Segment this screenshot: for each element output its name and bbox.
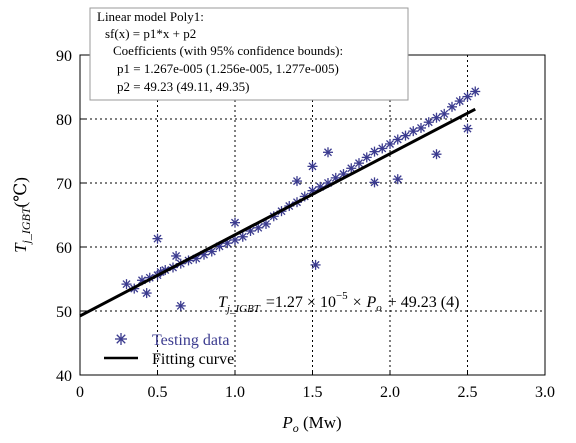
data-point (175, 300, 186, 311)
x-tick-label: 0 (76, 384, 84, 401)
x-tick-label: 0.5 (148, 384, 168, 401)
x-tick-label: 1.5 (303, 384, 323, 401)
data-point (423, 117, 434, 128)
fit-result-box: Linear model Poly1: sf(x) = p1*x + p2 Co… (89, 7, 409, 101)
legend: Testing data Fitting curve (104, 332, 234, 368)
y-tick-label: 40 (56, 368, 72, 385)
y-axis-ticks: 40 50 60 70 80 90 (56, 48, 85, 385)
legend-marker-testing-data (115, 333, 127, 345)
data-point (152, 233, 163, 244)
x-axis-label-main: P (281, 413, 292, 432)
data-point (447, 101, 457, 112)
y-axis-label-unit: (℃) (11, 177, 30, 207)
data-point (369, 177, 380, 188)
data-point (385, 138, 395, 149)
equation-rhs: =1.27 × 10 (266, 294, 336, 311)
equation-lhs-subscript: j_IGBT (225, 303, 261, 315)
y-tick-label: 90 (56, 48, 72, 65)
data-point (237, 231, 248, 242)
data-point (431, 149, 442, 160)
fit-result-line: Linear model Poly1: (97, 9, 204, 24)
data-point (230, 217, 240, 228)
fitting-curve-line (79, 107, 476, 318)
data-point (392, 134, 403, 145)
data-point (392, 174, 403, 185)
fit-result-frame (89, 7, 409, 101)
fit-result-line: Coefficients (with 95% confidence bounds… (113, 43, 343, 58)
x-tick-label: 3.0 (535, 384, 555, 401)
data-point (346, 163, 357, 174)
data-point (462, 123, 473, 134)
grid (80, 55, 545, 375)
y-axis-label-sub: j_IGBT (19, 206, 33, 245)
equation-lhs: T (218, 294, 228, 311)
data-point (369, 146, 380, 157)
fit-result-line: sf(x) = p1*x + p2 (105, 26, 196, 41)
data-point (454, 96, 465, 107)
equation-po-subscript: o (376, 302, 382, 314)
data-point (354, 158, 364, 169)
y-tick-label: 70 (56, 176, 72, 193)
data-point (377, 143, 388, 154)
data-point (206, 246, 217, 257)
fit-result-line: p2 = 49.23 (49.11, 49.35) (117, 79, 250, 94)
equation-exponent: −5 (336, 290, 348, 302)
data-point (171, 250, 182, 261)
y-tick-label: 50 (56, 304, 72, 321)
y-axis-label-main: T (11, 242, 30, 253)
legend-star (115, 333, 127, 345)
data-point (323, 147, 333, 158)
x-tick-label: 1.0 (225, 384, 245, 401)
equation-po: × P (352, 294, 377, 311)
data-point (408, 126, 419, 137)
data-point (470, 86, 481, 97)
data-point (261, 218, 271, 229)
data-point (307, 161, 318, 172)
x-tick-label: 2.0 (380, 384, 400, 401)
data-point (361, 152, 372, 163)
x-tick-label: 2.5 (458, 384, 478, 401)
fit-result-line: p1 = 1.267e-005 (1.256e-005, 1.277e-005) (117, 61, 339, 76)
data-point (141, 288, 152, 299)
data-point (292, 176, 302, 187)
y-axis-label: Tj_IGBT(℃) (11, 177, 33, 253)
data-point (462, 91, 473, 102)
equation-tail: + 49.23 (4) (388, 294, 460, 311)
x-axis-label-sub: o (293, 421, 299, 435)
y-tick-label: 80 (56, 112, 72, 129)
data-point (439, 108, 450, 119)
data-point (400, 130, 411, 141)
legend-label-fitting-curve: Fitting curve (152, 351, 234, 368)
data-point (416, 122, 426, 133)
data-point (310, 259, 321, 270)
x-axis-ticks: 0 0.5 1.0 1.5 2.0 2.5 3.0 (76, 370, 555, 401)
y-tick-label: 60 (56, 240, 72, 257)
fit-equation: Tj_IGBT =1.27 × 10−5 × Po + 49.23 (4) (218, 290, 459, 315)
data-point (121, 279, 132, 290)
legend-label-testing-data: Testing data (152, 332, 230, 349)
x-axis-label-unit: (Mw) (299, 413, 342, 432)
x-axis-label: Po (Mw) (281, 413, 341, 435)
data-point (431, 112, 442, 123)
